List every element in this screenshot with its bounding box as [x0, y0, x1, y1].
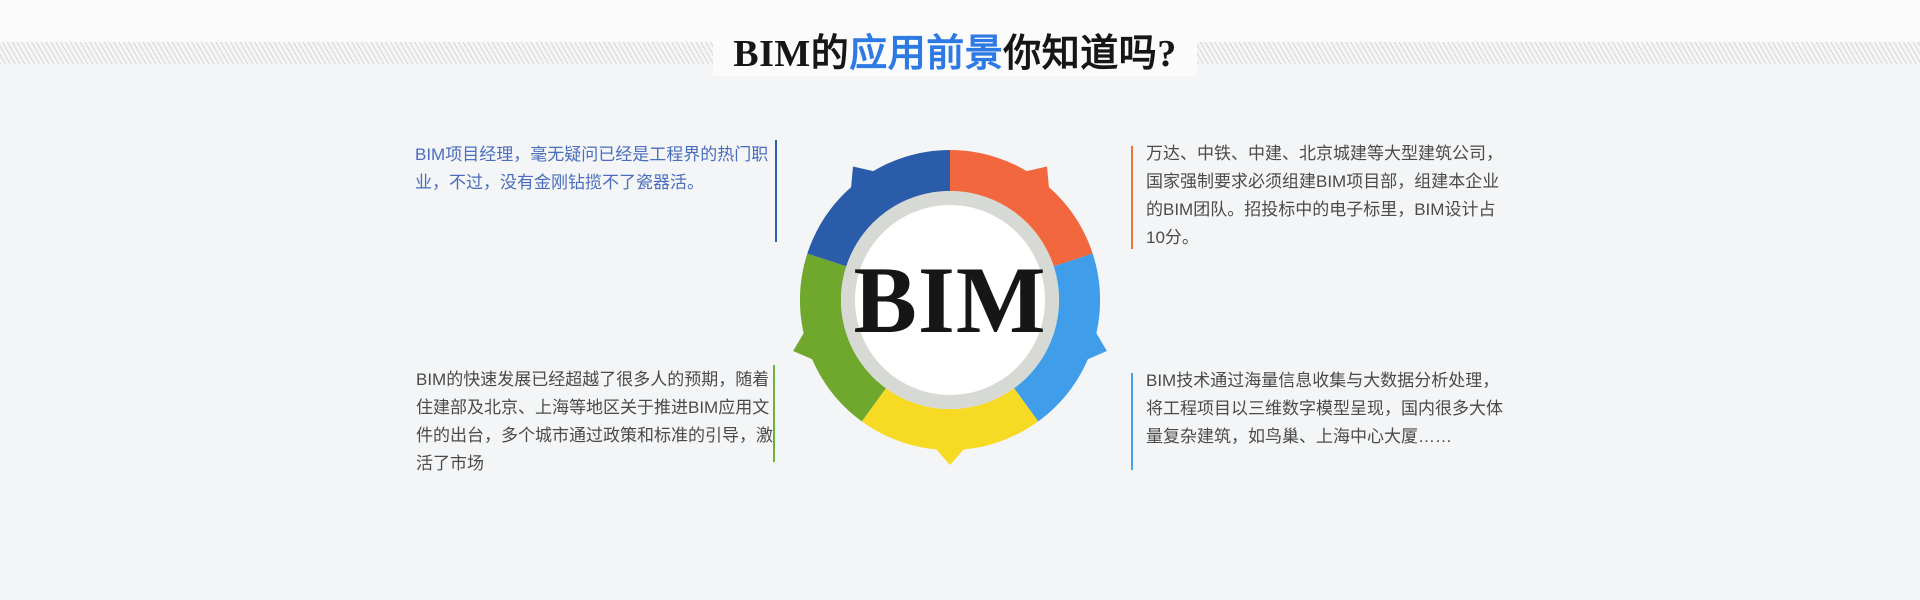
ring-segment-green: [799, 253, 886, 422]
ring-arrow-sky-blue: [1083, 329, 1107, 361]
callout-line: 量复杂建筑，如鸟巢、上海中心大厦……: [1146, 427, 1452, 446]
callout-line: 万达、中铁、中建、北京城建等大型建筑公司，: [1146, 144, 1503, 163]
title-suffix: 你知道吗?: [1003, 32, 1177, 75]
divider-bottom-right: [1131, 373, 1133, 470]
divider-bottom-left: [773, 365, 775, 462]
ring-segment-orange: [950, 149, 1093, 267]
callout-line: 10分。: [1146, 228, 1199, 247]
callout-line: BIM技术通过海量信息收集与大数据分析处理，: [1146, 371, 1500, 390]
callout-line: 的BIM团队。招投标中的电子标里，BIM设计占: [1146, 200, 1496, 219]
divider-top-left: [775, 140, 777, 242]
center-white-circle: [855, 205, 1045, 395]
ring-arrow-blue: [850, 166, 878, 192]
ring-segment-blue: [807, 150, 950, 267]
ring-arrow-green: [793, 329, 817, 361]
callout-line: BIM项目经理，毫无疑问已经是工程界的热门职: [415, 145, 769, 164]
callout-bottom-left: BIM的快速发展已经超越了很多人的预期，随着 住建部及北京、上海等地区关于推进B…: [416, 366, 773, 478]
center-label: BIM: [854, 247, 1047, 353]
ring-segments: [793, 149, 1107, 465]
callout-line: 国家强制要求必须组建BIM项目部，组建本企业: [1146, 172, 1500, 191]
callout-line: 件的出台，多个城市通过政策和标准的引导，激: [416, 426, 773, 445]
ring-segment-yellow: [861, 388, 1039, 451]
callout-line: 将工程项目以三维数字模型呈现，国内很多大体: [1146, 399, 1503, 418]
callout-line: 活了市场: [416, 454, 484, 473]
title-highlight: 应用前景: [849, 32, 1004, 75]
ring-arrow-yellow: [933, 446, 967, 465]
callout-line: BIM的快速发展已经超越了很多人的预期，随着: [416, 370, 770, 389]
callout-line: 业，不过，没有金刚钻揽不了瓷器活。: [415, 173, 704, 192]
callout-line: 住建部及北京、上海等地区关于推进BIM应用文: [416, 398, 770, 417]
divider-top-right: [1131, 146, 1133, 249]
callout-top-right: 万达、中铁、中建、北京城建等大型建筑公司， 国家强制要求必须组建BIM项目部，组…: [1146, 140, 1503, 252]
page-title: BIM的 应用前景 你知道吗?: [713, 22, 1197, 76]
bim-cycle-diagram: BIM: [793, 149, 1107, 465]
ring-arrow-orange: [1022, 166, 1050, 192]
title-prefix: BIM的: [733, 32, 850, 75]
callout-top-left: BIM项目经理，毫无疑问已经是工程界的热门职 业，不过，没有金刚钻揽不了瓷器活。: [415, 141, 768, 197]
callout-bottom-right: BIM技术通过海量信息收集与大数据分析处理， 将工程项目以三维数字模型呈现，国内…: [1146, 367, 1503, 451]
ring-segment-sky-blue: [1014, 253, 1101, 422]
